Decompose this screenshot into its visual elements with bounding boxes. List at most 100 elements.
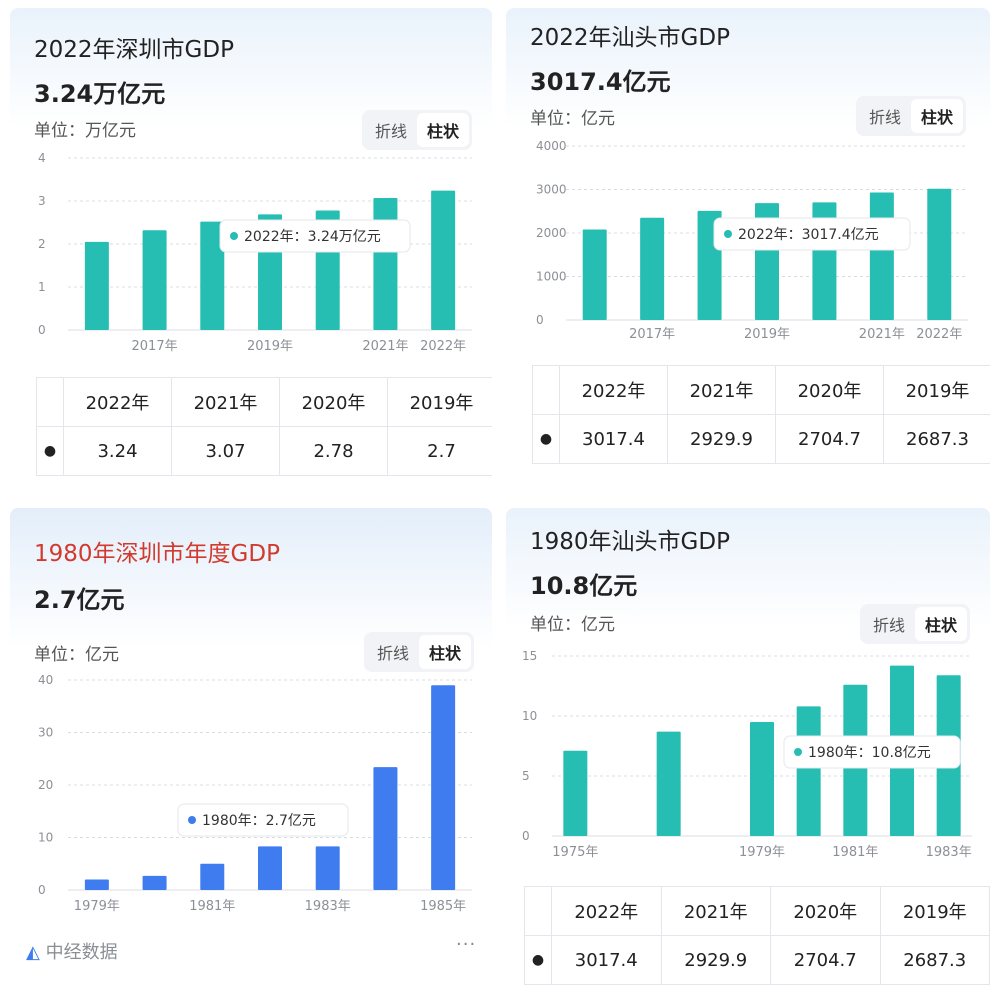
series-dot-icon: ●	[532, 414, 560, 464]
chart-card-shenzhen-1980: 1980年深圳市年度GDP 2.7亿元 单位：亿元 折线 柱状 0 10 20 30 4…	[10, 508, 492, 994]
unit-label: 单位：万亿元	[34, 121, 136, 141]
x-tick-label: 1979年	[739, 845, 785, 860]
chart-title: 1980年汕头市GDP	[530, 529, 730, 555]
y-tick-label: 2	[38, 237, 46, 251]
table-row: ● 3.24 3.07 2.78 2.7	[36, 426, 492, 476]
table-cell: 2704.7	[770, 935, 881, 985]
table-header-cell: 2022年	[63, 377, 172, 427]
table-header-cell: 2020年	[279, 377, 388, 427]
data-table: 2022年 2021年 2020年 2019年 ● 3017.4 2929.9 2704.7 2…	[532, 365, 990, 464]
x-tick-label: 2019年	[744, 327, 790, 342]
table-header-cell: 2022年	[559, 365, 668, 415]
toggle-bar[interactable]: 柱状	[915, 607, 968, 641]
bar	[927, 188, 952, 320]
bar	[200, 221, 225, 330]
chart-type-toggle: 折线 柱状	[362, 110, 473, 150]
y-tick-label: 20	[38, 778, 53, 792]
x-tick-label: 2017年	[132, 339, 178, 354]
table-cell: 2687.3	[883, 414, 990, 464]
unit-label: 单位：亿元	[530, 109, 615, 129]
bar	[84, 879, 109, 890]
bar	[582, 229, 607, 320]
table-header-cell: 2019年	[883, 365, 990, 415]
toggle-bar[interactable]: 柱状	[911, 99, 964, 133]
toggle-line[interactable]: 折线	[377, 644, 410, 663]
headline-value: 3.24万亿元	[34, 80, 166, 108]
bar	[373, 197, 398, 330]
toggle-line[interactable]: 折线	[869, 108, 902, 127]
table-cell: 2929.9	[660, 935, 771, 985]
x-tick-label: 1979年	[74, 899, 120, 914]
bar	[84, 241, 109, 330]
table-header-cell: 2022年	[551, 886, 662, 936]
table-header-cell: 2021年	[171, 377, 280, 427]
tooltip-box	[219, 219, 411, 253]
toggle-bar[interactable]: 柱状	[417, 113, 470, 147]
bar	[142, 875, 167, 890]
table-header-cell: 2020年	[775, 365, 884, 415]
table-header-cell: 2019年	[879, 886, 990, 936]
y-tick-label: 15	[522, 649, 537, 663]
chart-card-shantou-2022: 2022年汕头市GDP 3017.4亿元 单位：亿元 折线 柱状 0 1000 20…	[506, 8, 990, 494]
toggle-line[interactable]: 折线	[375, 122, 408, 141]
x-tick-label: 2021年	[859, 327, 905, 342]
toggle-line[interactable]: 折线	[873, 616, 906, 635]
y-tick-label: 10	[522, 709, 537, 723]
tooltip-marker	[724, 230, 732, 238]
unit-label: 单位：亿元	[530, 615, 615, 635]
x-tick-label: 1975年	[552, 845, 598, 860]
x-tick-label: 1985年	[420, 899, 466, 914]
chart-type-toggle: 折线 柱状	[364, 632, 475, 672]
tooltip-marker	[188, 816, 196, 824]
table-cell: 3017.4	[551, 935, 662, 985]
chart-type-toggle: 折线 柱状	[860, 604, 971, 644]
y-tick-label: 0	[522, 829, 530, 843]
y-tick-label: 1000	[536, 270, 567, 284]
tooltip-box	[177, 803, 349, 837]
x-tick-label: 1983年	[926, 845, 972, 860]
table-row: ● 3017.4 2929.9 2704.7 2687.3	[524, 935, 990, 985]
table-cell: 2.78	[279, 426, 388, 476]
chart-card-shantou-1980: 1980年汕头市GDP 10.8亿元 单位：亿元 折线 柱状 0 5 10 15 197…	[506, 508, 990, 994]
bar	[750, 722, 774, 836]
headline-value: 3017.4亿元	[530, 68, 671, 96]
bar	[431, 685, 456, 890]
bar	[869, 192, 894, 320]
table-cell: 2929.9	[667, 414, 776, 464]
x-tick-label: 1981年	[189, 899, 235, 914]
bar	[200, 863, 225, 890]
chart-card-shenzhen-2022: 2022年深圳市GDP 3.24万亿元 单位：万亿元 折线 柱状 0 1 2 3 4 20…	[10, 8, 492, 494]
y-tick-label: 3000	[536, 183, 567, 197]
y-tick-label: 40	[38, 673, 53, 687]
y-tick-label: 0	[536, 313, 544, 327]
tooltip-text: 2022年：3.24万亿元	[244, 229, 381, 245]
x-tick-label: 1981年	[832, 845, 878, 860]
x-tick-label: 2022年	[916, 327, 962, 342]
table-corner	[524, 886, 552, 936]
tooltip-text: 1980年：2.7亿元	[202, 813, 316, 829]
bar-chart: 0 5 10 15 1975年 1979年 1981年 1983年 1980年：10.8亿元	[522, 649, 972, 860]
data-table: 2022年 2021年 2020年 2019年 ● 3017.4 2929.9 2704.7 2…	[524, 886, 990, 985]
table-corner	[532, 365, 560, 415]
brand-name: 中经数据	[45, 942, 118, 963]
y-tick-label: 4	[38, 151, 46, 165]
toggle-bar[interactable]: 柱状	[419, 635, 472, 669]
y-tick-label: 1	[38, 280, 46, 294]
x-tick-label: 2019年	[247, 339, 293, 354]
bar	[315, 846, 340, 890]
tooltip-marker	[230, 232, 238, 240]
y-tick-label: 30	[38, 726, 53, 740]
bar-chart: 0 10 20 30 40 1979年 1981年 1983年 1985年 1980年：2.7亿元	[38, 673, 472, 914]
table-cell: 3.07	[171, 426, 280, 476]
table-header-row: 2022年 2021年 2020年 2019年	[36, 377, 492, 427]
bar	[431, 190, 456, 330]
brand-logo-icon: ◭	[26, 942, 40, 963]
more-options-icon[interactable]: ···	[456, 934, 477, 955]
y-tick-label: 2000	[536, 226, 567, 240]
table-cell: 2687.3	[879, 935, 990, 985]
bar	[142, 230, 167, 330]
table-header-row: 2022年 2021年 2020年 2019年	[532, 365, 990, 415]
table-header-row: 2022年 2021年 2020年 2019年	[524, 886, 990, 936]
x-tick-label: 2021年	[362, 339, 408, 354]
bar	[258, 846, 282, 890]
